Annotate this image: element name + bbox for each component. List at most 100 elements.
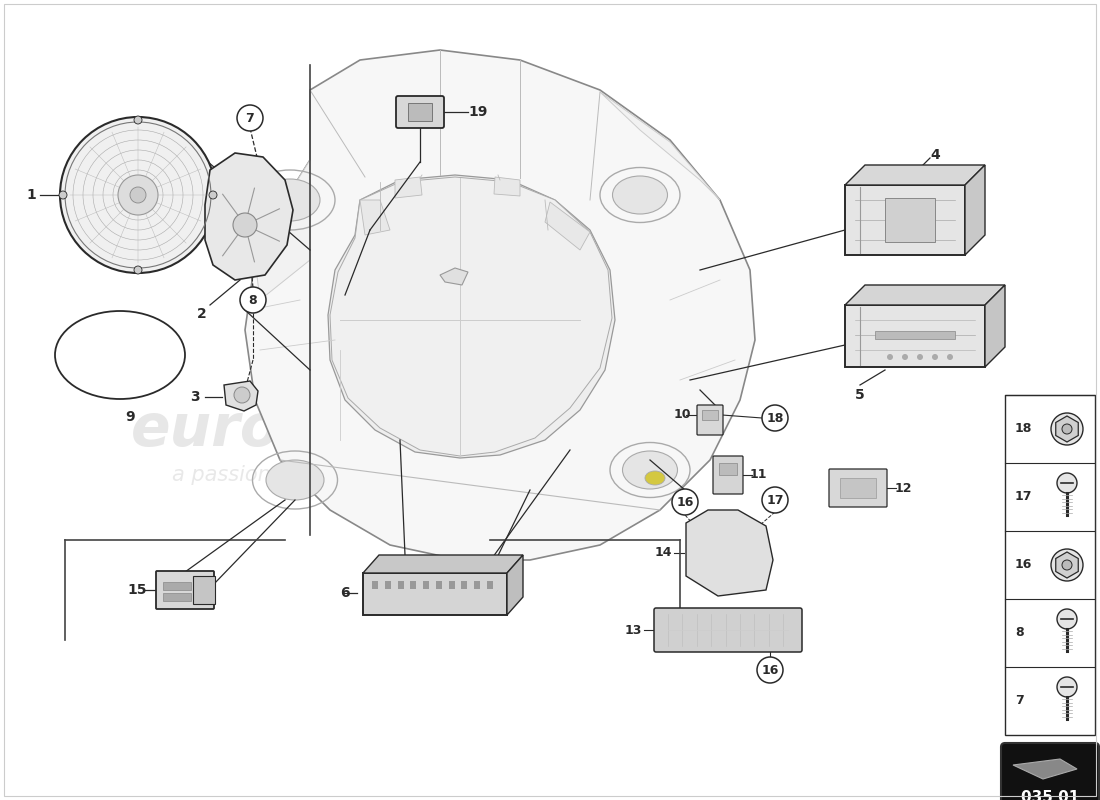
Bar — [1005, 395, 1094, 735]
Text: 18: 18 — [1015, 422, 1033, 435]
Text: 9: 9 — [125, 410, 135, 424]
Circle shape — [917, 354, 923, 360]
Bar — [845, 305, 984, 367]
Bar — [385, 581, 390, 589]
Text: 10: 10 — [673, 409, 691, 422]
Bar — [874, 331, 955, 339]
Bar — [163, 593, 191, 601]
FancyBboxPatch shape — [1001, 743, 1099, 800]
Circle shape — [60, 117, 216, 273]
Bar — [410, 581, 416, 589]
Polygon shape — [1013, 759, 1077, 779]
FancyBboxPatch shape — [396, 96, 444, 128]
Polygon shape — [600, 92, 720, 200]
Polygon shape — [255, 160, 310, 300]
Bar — [449, 581, 454, 589]
Text: 11: 11 — [749, 469, 767, 482]
Bar — [408, 103, 432, 121]
Circle shape — [240, 287, 266, 313]
Circle shape — [233, 213, 257, 237]
Text: 12: 12 — [894, 482, 912, 494]
Polygon shape — [245, 50, 755, 560]
Circle shape — [118, 175, 158, 215]
Polygon shape — [224, 381, 258, 411]
Bar — [719, 463, 737, 475]
Polygon shape — [363, 555, 522, 573]
Polygon shape — [205, 153, 293, 280]
Bar — [163, 582, 191, 590]
Bar — [372, 581, 378, 589]
FancyBboxPatch shape — [829, 469, 887, 507]
Circle shape — [59, 191, 67, 199]
Bar — [397, 581, 404, 589]
Text: 13: 13 — [625, 623, 641, 637]
Text: 035 01: 035 01 — [1021, 790, 1079, 800]
Circle shape — [130, 187, 146, 203]
Polygon shape — [686, 510, 773, 596]
Ellipse shape — [613, 176, 668, 214]
Text: 7: 7 — [1015, 694, 1024, 707]
Bar — [886, 198, 935, 242]
Circle shape — [902, 354, 908, 360]
Ellipse shape — [260, 179, 320, 221]
Polygon shape — [360, 200, 390, 235]
Polygon shape — [395, 177, 422, 198]
Circle shape — [1062, 560, 1072, 570]
Circle shape — [672, 489, 698, 515]
FancyBboxPatch shape — [697, 405, 723, 435]
Bar — [461, 581, 468, 589]
Circle shape — [1057, 677, 1077, 697]
Bar — [363, 573, 507, 615]
Text: 4: 4 — [931, 148, 939, 162]
Polygon shape — [845, 285, 1005, 305]
Bar — [487, 581, 493, 589]
Polygon shape — [440, 268, 467, 285]
Text: 3: 3 — [190, 390, 200, 404]
Circle shape — [762, 405, 788, 431]
Circle shape — [236, 105, 263, 131]
Circle shape — [1050, 549, 1084, 581]
Bar — [424, 581, 429, 589]
Circle shape — [1062, 424, 1072, 434]
Text: 2: 2 — [197, 307, 207, 321]
Text: 19: 19 — [469, 105, 487, 119]
Bar — [436, 581, 442, 589]
Text: 1: 1 — [26, 188, 36, 202]
Text: 16: 16 — [1015, 558, 1033, 571]
Text: 5: 5 — [855, 388, 865, 402]
Circle shape — [1057, 473, 1077, 493]
Circle shape — [947, 354, 953, 360]
Polygon shape — [1056, 552, 1078, 578]
Text: 7: 7 — [245, 111, 254, 125]
FancyBboxPatch shape — [156, 571, 214, 609]
Text: 17: 17 — [767, 494, 783, 506]
Circle shape — [762, 487, 788, 513]
Text: 8: 8 — [1015, 626, 1024, 639]
Polygon shape — [494, 177, 520, 196]
FancyBboxPatch shape — [654, 608, 802, 652]
Text: 15: 15 — [128, 583, 146, 597]
Bar — [845, 185, 965, 255]
Polygon shape — [845, 165, 984, 185]
Circle shape — [932, 354, 938, 360]
Polygon shape — [330, 177, 612, 456]
Text: 16: 16 — [676, 495, 694, 509]
Text: 17: 17 — [1015, 490, 1033, 503]
Text: 6: 6 — [340, 586, 350, 600]
Text: eurocarpars: eurocarpars — [131, 402, 529, 458]
Circle shape — [134, 116, 142, 124]
Circle shape — [134, 266, 142, 274]
Circle shape — [209, 191, 217, 199]
Polygon shape — [965, 165, 985, 255]
Circle shape — [757, 657, 783, 683]
Polygon shape — [544, 202, 590, 250]
Bar — [840, 478, 876, 498]
Text: a passion for parts since 1985: a passion for parts since 1985 — [173, 465, 487, 485]
FancyBboxPatch shape — [713, 456, 743, 494]
Circle shape — [1057, 609, 1077, 629]
Ellipse shape — [645, 471, 665, 485]
Ellipse shape — [266, 460, 324, 500]
Circle shape — [887, 354, 893, 360]
Text: 18: 18 — [767, 411, 783, 425]
Bar — [192, 576, 215, 604]
